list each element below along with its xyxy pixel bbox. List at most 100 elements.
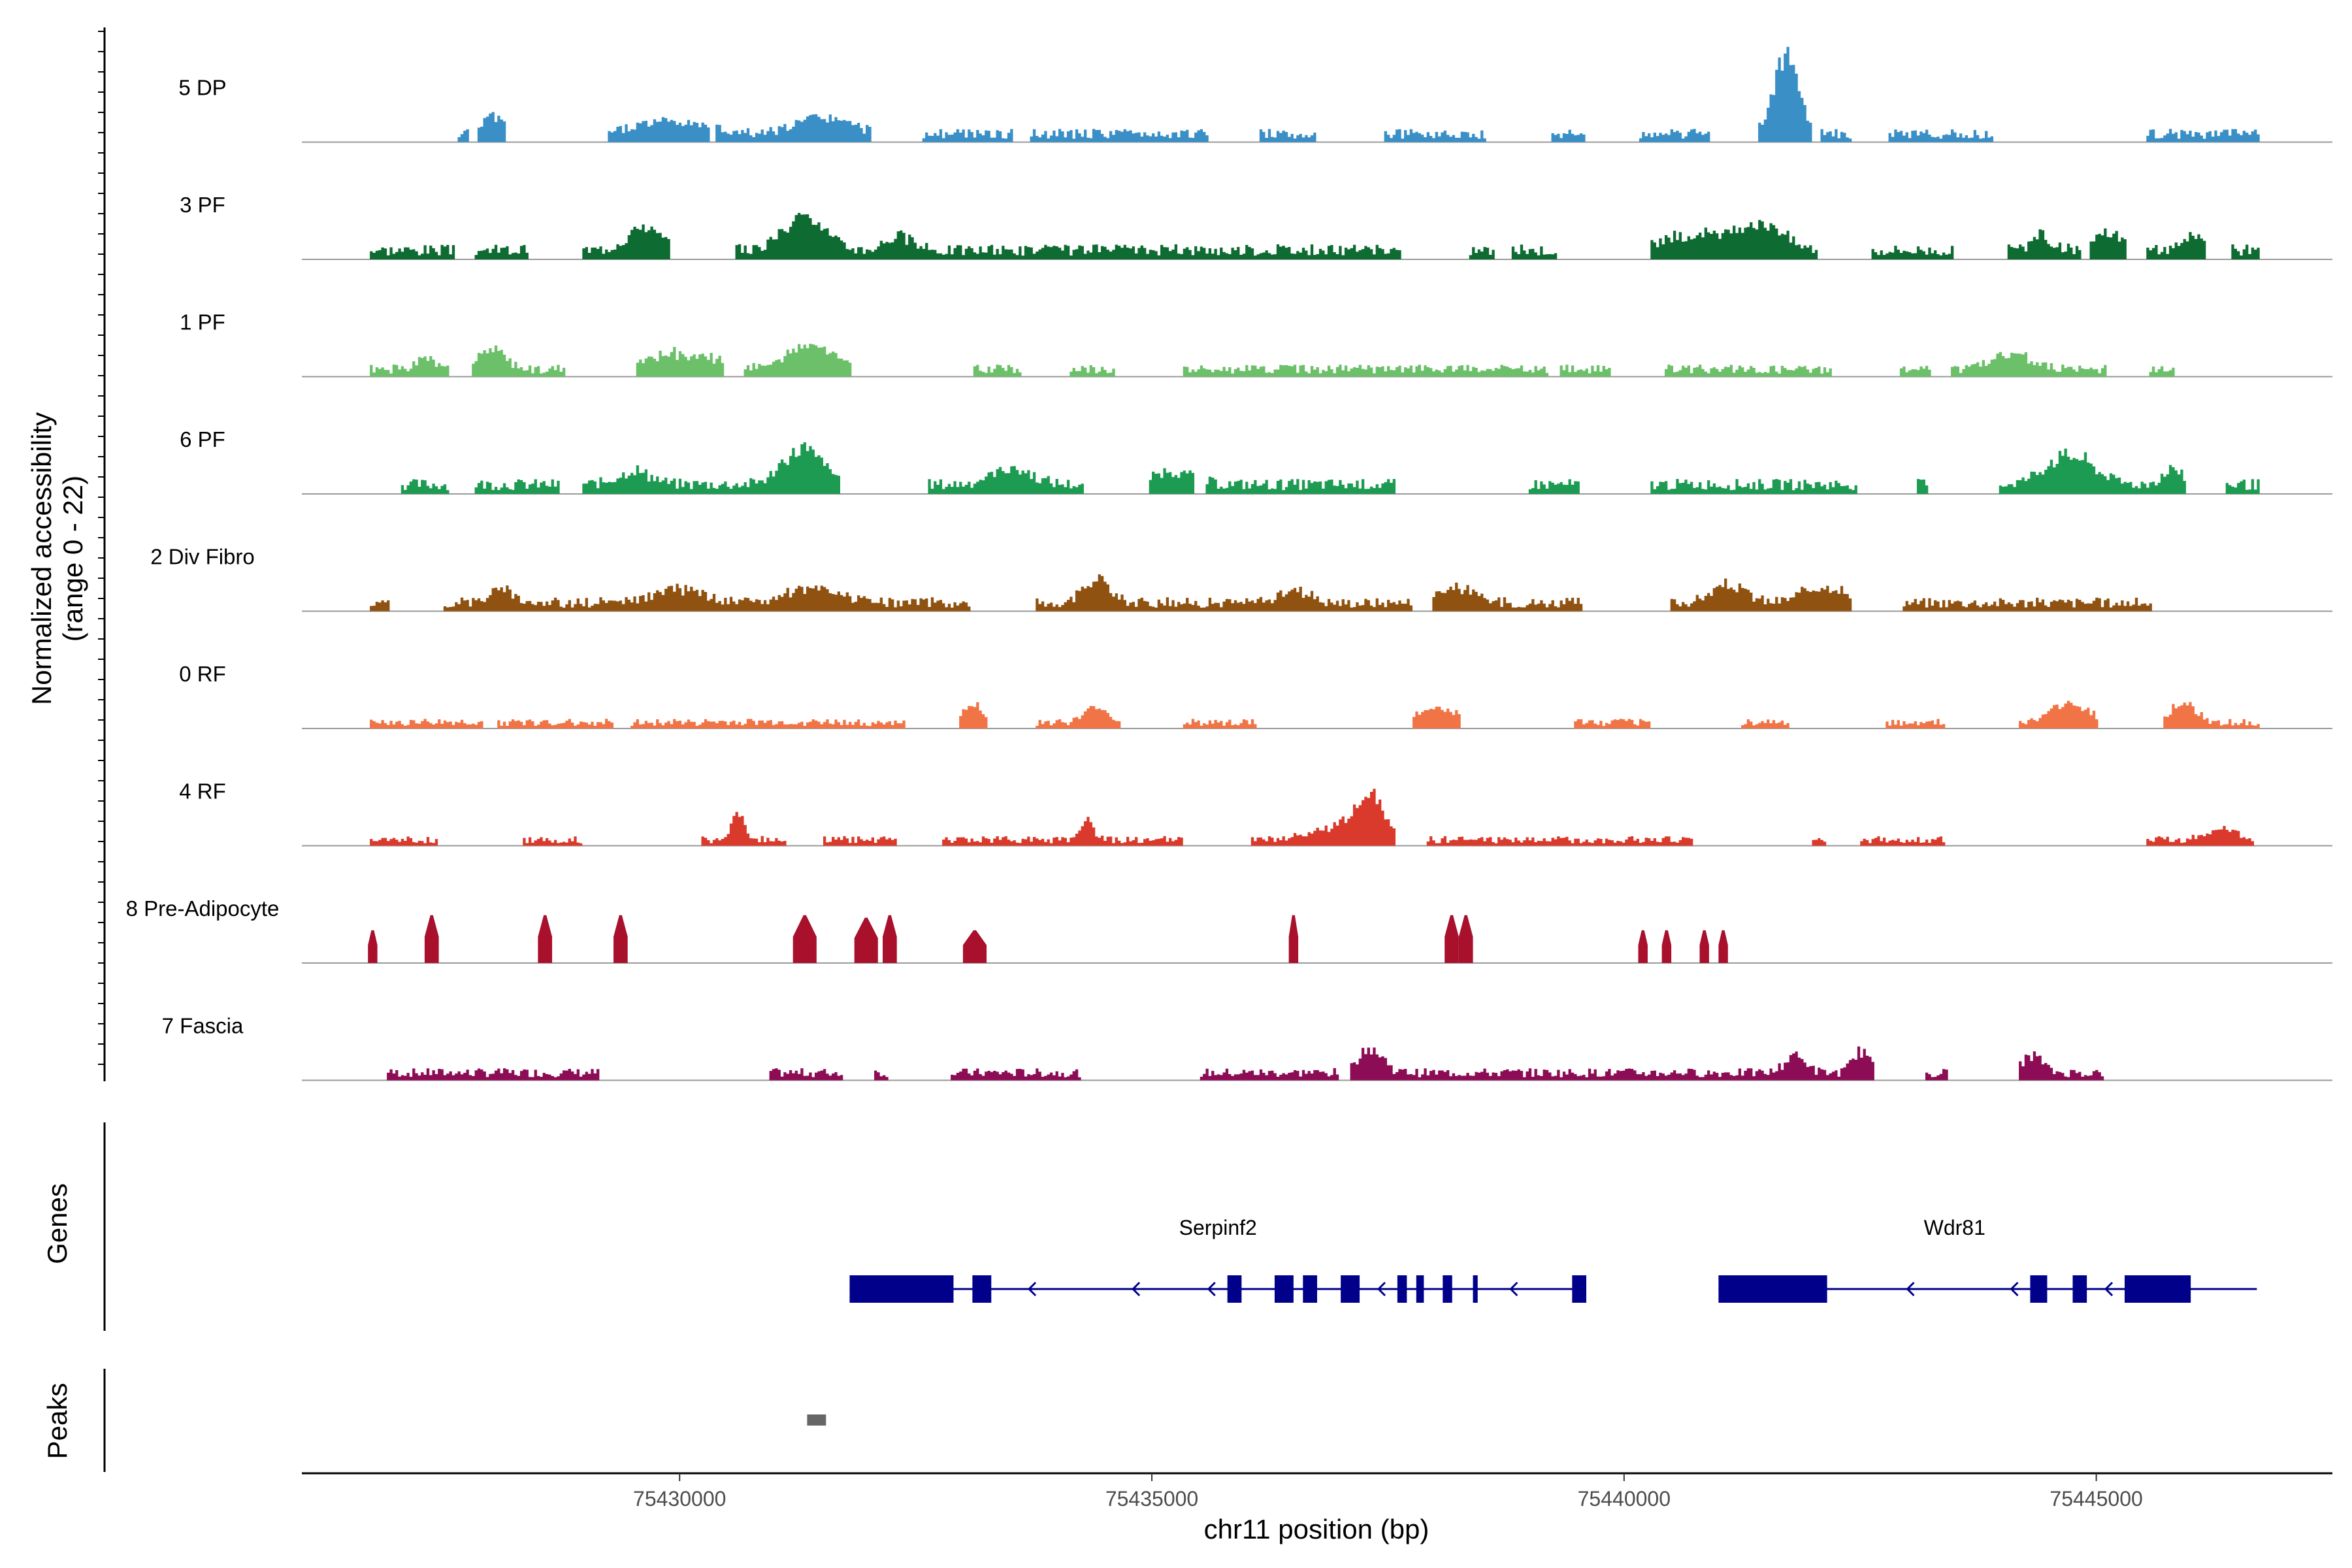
coverage-block — [792, 915, 817, 963]
gene-exon — [1274, 1275, 1294, 1303]
coverage-segment — [370, 719, 483, 728]
coverage-segment — [2231, 244, 2260, 259]
gene-exon — [849, 1275, 954, 1303]
coverage-segment — [474, 244, 529, 259]
coverage-block — [424, 915, 439, 963]
gene-exon — [2124, 1275, 2191, 1303]
coverage-segment — [370, 356, 449, 377]
coverage-segment — [443, 583, 971, 612]
coverage-segment — [523, 836, 583, 846]
coverage-segment — [1639, 129, 1710, 142]
coverage-segment — [1432, 582, 1583, 612]
strand-arrow — [1207, 1281, 1216, 1297]
x-tick-label: 75445000 — [2050, 1487, 2142, 1511]
track-label: 5 DP — [178, 76, 226, 100]
coverage-segment — [1350, 1046, 1874, 1081]
gene-exon — [1227, 1275, 1242, 1303]
coverage-panel: 5 DP 3 PF 1 PF 6 PF 2 Div Fibro 0 RF 4 RF 8 Pre… — [98, 27, 2332, 1081]
coverage-segment — [2225, 479, 2260, 494]
coverage-block — [1288, 915, 1299, 963]
coverage-block — [1445, 915, 1459, 963]
coverage-segment — [874, 1070, 889, 1081]
track-label: 6 PF — [180, 427, 225, 451]
track-label: 1 PF — [180, 310, 225, 335]
gene-exon — [1718, 1275, 1827, 1303]
strand-arrow — [2010, 1281, 2019, 1297]
strand-arrow — [1509, 1281, 1518, 1297]
track-8-pre-adipocyte: 8 Pre-Adipocyte — [126, 896, 2332, 964]
coverage-segment — [1741, 719, 1789, 728]
coverage-segment — [2163, 702, 2260, 728]
peak-panel — [103, 1369, 826, 1472]
coverage-segment — [1664, 365, 1832, 377]
coverage-segment — [477, 112, 506, 142]
coverage-segment — [959, 702, 988, 728]
gene-panel: Serpinf2 Wdr81 — [103, 1122, 2257, 1331]
coverage-segment — [1758, 46, 1812, 142]
gene-label: Wdr81 — [1924, 1216, 1985, 1239]
coverage-segment — [1384, 129, 1486, 142]
peaks-panel-label: Peaks — [42, 1383, 73, 1460]
strand-arrow — [1906, 1281, 1915, 1297]
coverage-segment — [1250, 789, 1396, 846]
genes-panel-label: Genes — [42, 1183, 73, 1264]
coverage-segment — [1670, 578, 1852, 612]
coverage-segment — [608, 117, 710, 142]
coverage-segment — [1030, 129, 1209, 142]
coverage-segment — [735, 212, 1401, 259]
coverage-segment — [1036, 574, 1413, 612]
coverage-segment — [1860, 836, 1946, 846]
coverage-block — [962, 930, 987, 963]
strand-arrow — [1027, 1281, 1037, 1297]
peak-region — [807, 1414, 826, 1426]
coverage-segment — [1036, 706, 1121, 728]
strand-arrow — [2104, 1281, 2114, 1297]
track-5-dp: 5 DP — [178, 46, 2332, 143]
coverage-segment — [2007, 229, 2082, 259]
coverage-segment — [823, 836, 897, 846]
track-label: 3 PF — [180, 193, 225, 217]
gene-exon — [2030, 1275, 2048, 1303]
coverage-segment — [2146, 129, 2260, 142]
coverage-segment — [942, 817, 1183, 846]
coverage-segment — [1070, 365, 1115, 377]
coverage-block — [1638, 930, 1648, 963]
coverage-segment — [1149, 468, 1195, 494]
coverage-segment — [743, 344, 852, 377]
coverage-segment — [370, 836, 438, 846]
gene-exon — [972, 1275, 992, 1303]
coverage-segment — [2019, 700, 2099, 728]
coverage-block — [883, 915, 897, 963]
coverage-segment — [1469, 246, 1495, 259]
coverage-segment — [1899, 366, 1931, 377]
track-6-pf: 6 PF — [180, 427, 2332, 495]
coverage-block — [1718, 930, 1728, 963]
strand-arrow — [1377, 1281, 1386, 1297]
coverage-block — [854, 917, 878, 963]
coverage-segment — [1871, 246, 1954, 259]
coverage-segment — [1812, 838, 1827, 846]
track-3-pf: 3 PF — [180, 193, 2332, 260]
coverage-segment — [1925, 1069, 1948, 1081]
coverage-segment — [1205, 476, 1396, 494]
coverage-segment — [1200, 1068, 1339, 1081]
x-tick-label: 75435000 — [1105, 1487, 1198, 1511]
x-axis-title: chr11 position (bp) — [1204, 1514, 1429, 1544]
coverage-segment — [1528, 479, 1580, 494]
coverage-segment — [1650, 479, 1857, 494]
track-1-pf: 1 PF — [180, 310, 2332, 378]
coverage-block — [1661, 930, 1672, 963]
track-label: 7 Fascia — [162, 1014, 244, 1038]
gene-exon — [2072, 1275, 2087, 1303]
coverage-segment — [582, 224, 670, 259]
gene-exon — [1397, 1275, 1407, 1303]
gene-exon — [1443, 1275, 1452, 1303]
x-axis: 75430000 75435000 75440000 75445000 — [302, 1472, 2332, 1511]
coverage-segment — [474, 479, 560, 494]
coverage-segment — [472, 345, 566, 377]
coverage-segment — [1886, 719, 1946, 728]
coverage-block — [1699, 930, 1709, 963]
coverage-segment — [951, 1068, 1081, 1081]
gene-exon — [1572, 1275, 1586, 1303]
coverage-segment — [1574, 719, 1651, 728]
